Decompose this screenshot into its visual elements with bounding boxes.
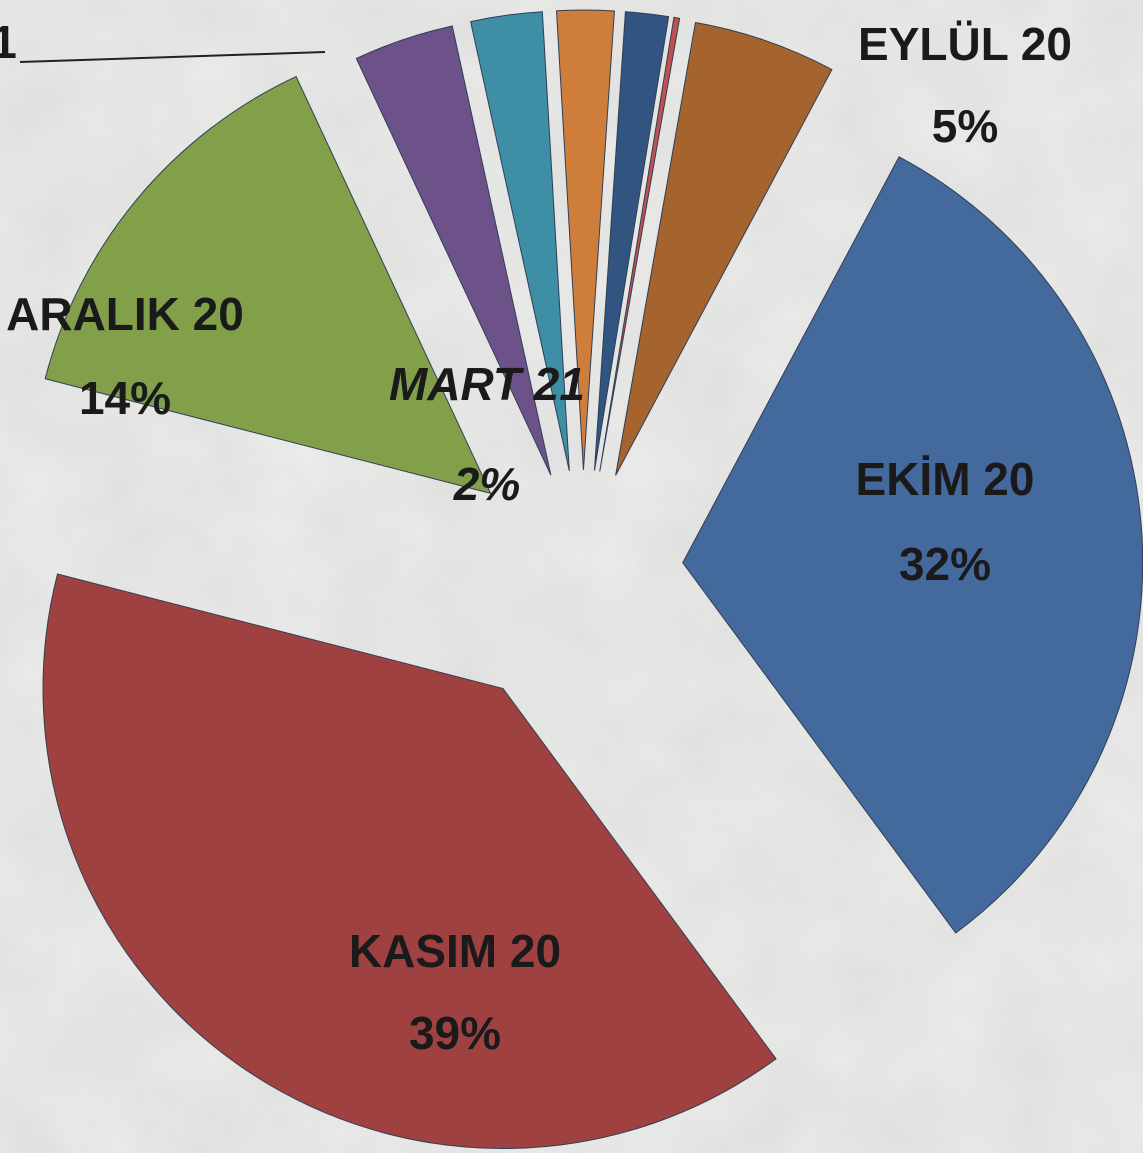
- pie-slice: [615, 21, 833, 476]
- pie-slice: [42, 573, 777, 1149]
- pie-slice: [599, 16, 681, 472]
- cropped-label: 1: [0, 16, 17, 68]
- slice-label: ARALIK 20: [6, 288, 244, 340]
- slice-value-label: 2%: [453, 458, 520, 510]
- slice-value-label: 39%: [409, 1007, 501, 1059]
- pie-slice: [355, 25, 552, 476]
- leader-line: [19, 51, 326, 63]
- slice-label: EKİM 20: [856, 453, 1035, 505]
- slice-value-label: 14%: [79, 372, 171, 424]
- pie-slice: [682, 156, 1143, 934]
- slice-label: MART 21: [389, 358, 585, 410]
- pie-slice: [593, 11, 670, 471]
- slice-label: EYLÜL 20: [858, 18, 1072, 70]
- pie-slice: [44, 75, 492, 495]
- slice-label: KASIM 20: [349, 925, 561, 977]
- slice-value-label: 32%: [899, 538, 991, 590]
- pie-slice: [555, 9, 615, 471]
- slice-value-label: 5%: [932, 100, 998, 152]
- pie-slice: [470, 11, 570, 472]
